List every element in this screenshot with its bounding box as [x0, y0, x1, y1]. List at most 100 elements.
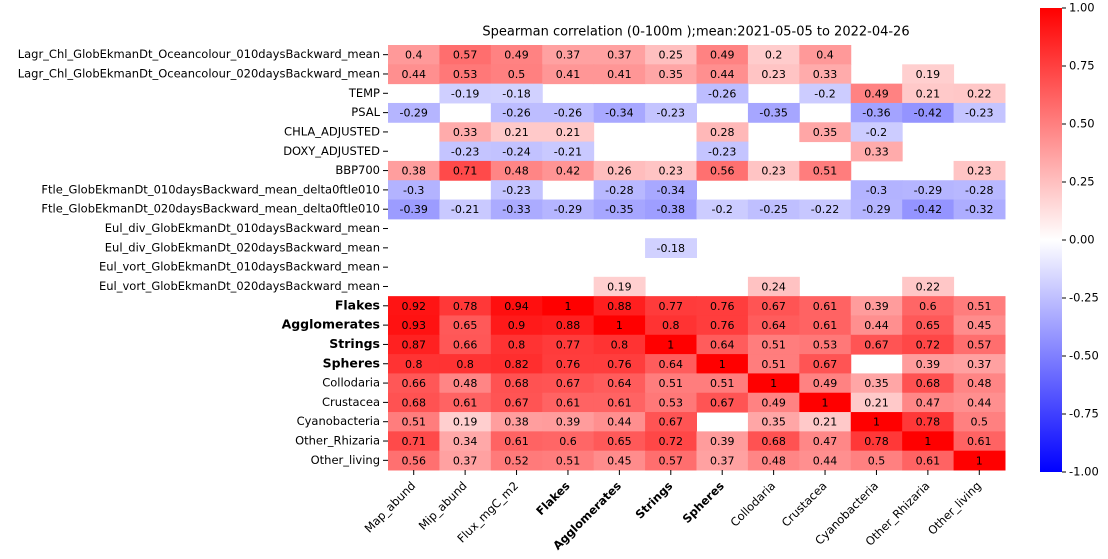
- cell-label: 0.88: [556, 319, 581, 332]
- x-tick-label: Crustacea: [779, 479, 830, 530]
- heatmap-cell: [696, 64, 749, 85]
- cell-label: 0.45: [967, 319, 992, 332]
- cell-label: 0.33: [453, 126, 478, 139]
- heatmap-cell: [490, 392, 543, 413]
- heatmap-cell: [902, 102, 955, 123]
- heatmap-cell: [747, 354, 800, 374]
- heatmap-cell: [388, 431, 440, 452]
- heatmap-cell: [902, 180, 955, 201]
- cell-label: 0.61: [967, 435, 992, 448]
- cell-label: -0.26: [554, 107, 582, 120]
- heatmap-cell: [799, 122, 852, 143]
- heatmap-cell: [439, 392, 492, 413]
- heatmap-cell: [439, 334, 492, 355]
- cell-label: 0.61: [813, 319, 838, 332]
- heatmap-cell: [439, 354, 492, 374]
- heatmap-cell: [799, 296, 852, 316]
- cell-label: 0.57: [453, 49, 478, 62]
- cell-label: 1: [924, 435, 931, 448]
- cell-label: 0.4: [816, 49, 834, 62]
- heatmap-cell: [645, 450, 697, 471]
- cell-label: 0.44: [607, 416, 632, 429]
- heatmap-cell: [902, 431, 955, 452]
- cell-label: 0.49: [813, 377, 838, 390]
- cell-label: 0.37: [967, 358, 992, 371]
- colorbar-tick-label: -0.75: [1069, 407, 1099, 421]
- heatmap-cell: [953, 102, 1006, 123]
- cell-label: 1: [564, 300, 571, 313]
- cell-label: 0.8: [611, 338, 629, 351]
- cell-label: 0.19: [453, 416, 478, 429]
- cell-label: 0.37: [710, 454, 735, 467]
- heatmap-cell: [696, 83, 749, 104]
- cell-label: 0.47: [916, 396, 941, 409]
- cell-label: 0.67: [504, 396, 529, 409]
- colorbar-tick-label: 0.00: [1069, 233, 1095, 247]
- cell-label: 0.26: [607, 165, 632, 178]
- heatmap-cell: [850, 199, 903, 220]
- cell-label: 0.78: [453, 300, 478, 313]
- cell-label: -0.34: [657, 184, 685, 197]
- colorbar-tick-label: -0.25: [1069, 291, 1099, 305]
- heatmap-cell: [902, 199, 955, 220]
- cell-label: 0.66: [453, 338, 478, 351]
- heatmap-cell: [490, 315, 543, 336]
- heatmap-cell: [850, 450, 903, 471]
- heatmap-cell: [747, 276, 800, 297]
- cell-label: -0.18: [502, 87, 530, 100]
- heatmap-cell: [542, 373, 595, 394]
- heatmap-cell: [696, 354, 749, 374]
- heatmap-cell: [593, 276, 646, 297]
- cell-label: -0.24: [502, 145, 530, 158]
- cell-label: 0.57: [967, 338, 992, 351]
- heatmap-cell: [645, 238, 697, 258]
- heatmap-cell: [439, 296, 492, 316]
- heatmap-cell: [953, 83, 1006, 104]
- heatmap-cell: [490, 334, 543, 355]
- cell-label: 0.21: [556, 126, 581, 139]
- colorbar-tick-label: 0.25: [1069, 175, 1095, 189]
- colorbar-tick-label: -0.50: [1069, 349, 1099, 363]
- heatmap-cell: [645, 45, 697, 65]
- cell-label: 0.44: [401, 68, 426, 81]
- heatmap-cell: [850, 392, 903, 413]
- heatmap-cell: [388, 392, 440, 413]
- heatmap-cell: [645, 102, 697, 123]
- x-tick-label: Other_living: [925, 479, 984, 538]
- heatmap-cell: [439, 64, 492, 85]
- cell-label: 0.35: [659, 68, 684, 81]
- heatmap-cell: [850, 180, 903, 201]
- heatmap-cell: [593, 392, 646, 413]
- heatmap-cell: [902, 64, 955, 85]
- heatmap-cell: [593, 431, 646, 452]
- heatmap-cell: [850, 141, 903, 162]
- cell-label: 0.64: [659, 358, 684, 371]
- heatmap-cell: [799, 160, 852, 181]
- heatmap-cell: [953, 431, 1006, 452]
- heatmap-cell: [696, 160, 749, 181]
- cell-label: -0.26: [502, 107, 530, 120]
- cell-label: -0.36: [862, 107, 890, 120]
- heatmap-cell: [542, 354, 595, 374]
- y-tick-label: PSAL: [351, 105, 380, 119]
- heatmap-cell: [542, 45, 595, 65]
- heatmap-cell: [490, 180, 543, 201]
- cell-label: 0.76: [710, 300, 735, 313]
- cell-label: 0.78: [916, 416, 941, 429]
- cell-label: 1: [976, 454, 983, 467]
- heatmap-cell: [490, 373, 543, 394]
- cell-label: 0.49: [504, 49, 529, 62]
- cell-label: 0.65: [453, 319, 478, 332]
- heatmap-cell: [645, 160, 697, 181]
- cell-label: -0.22: [811, 203, 839, 216]
- heatmap-cell: [439, 373, 492, 394]
- heatmap-cell: [953, 315, 1006, 336]
- heatmap-cell: [799, 373, 852, 394]
- heatmap-cell: [388, 334, 440, 355]
- heatmap-cell: [747, 199, 800, 220]
- cell-label: -0.2: [711, 203, 732, 216]
- y-tick-label: Flakes: [335, 297, 380, 312]
- heatmap-cell: [902, 296, 955, 316]
- y-tick-label: Cyanobacteria: [297, 414, 380, 428]
- heatmap-cell: [953, 450, 1006, 471]
